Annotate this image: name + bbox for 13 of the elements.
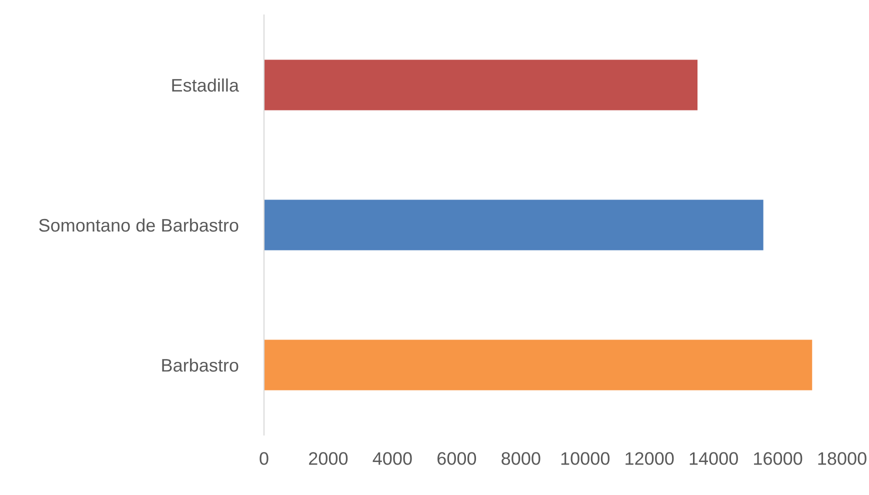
x-tick-label: 0 <box>260 452 268 465</box>
y-tick-label: Estadilla <box>172 78 239 92</box>
y-tick-label: Barbastro <box>162 358 238 372</box>
x-tick-label: 8000 <box>502 452 540 465</box>
x-tick-label: 2000 <box>309 452 348 465</box>
x-tick-label: 18000 <box>818 452 866 465</box>
x-tick-label: 6000 <box>438 452 476 465</box>
x-tick-label: 4000 <box>372 452 412 465</box>
x-tick-label: 16000 <box>754 452 802 465</box>
y-tick-label: Somontano de Barbastro <box>39 218 238 232</box>
x-tick-label: 10000 <box>561 452 610 465</box>
x-tick-label: 12000 <box>626 452 674 465</box>
x-tick-label: 14000 <box>690 452 738 465</box>
